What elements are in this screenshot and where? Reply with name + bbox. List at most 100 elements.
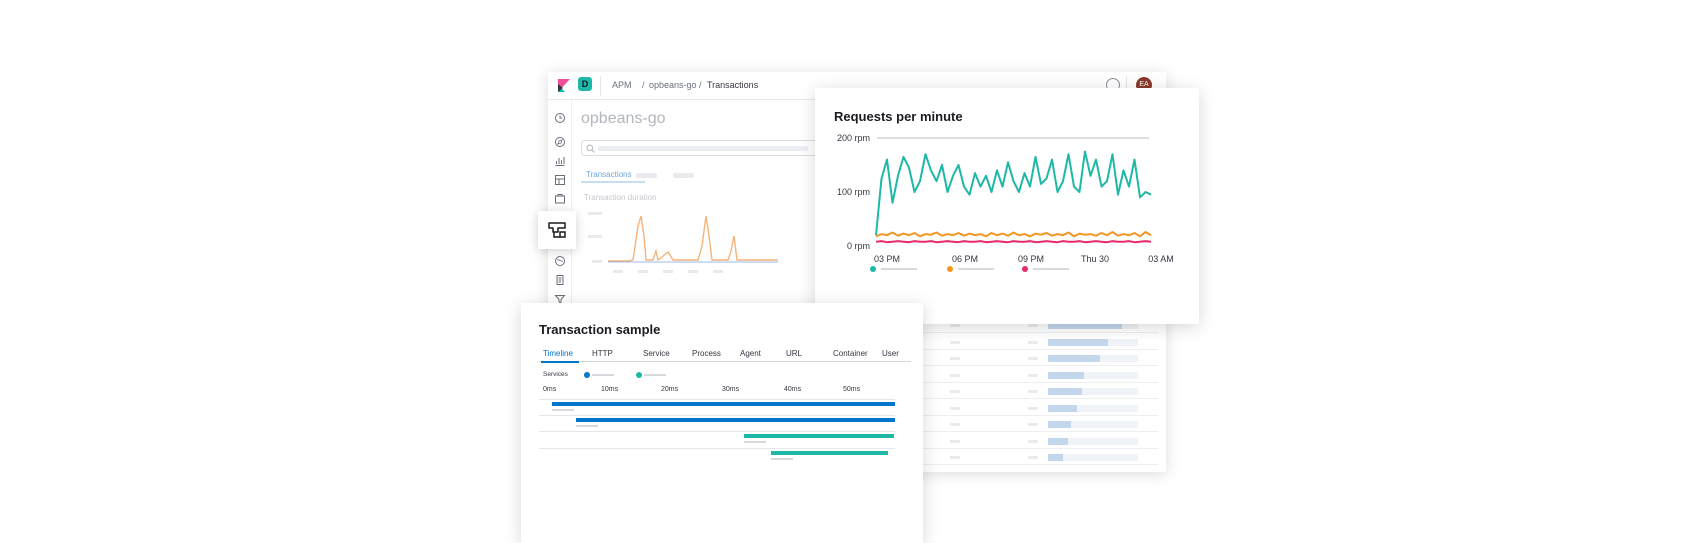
timeline-tick-label: 20ms — [661, 386, 679, 393]
apm-nav-button[interactable] — [538, 211, 576, 249]
y-tick-label: 0 rpm — [847, 241, 870, 251]
span-label-placeholder — [576, 425, 598, 427]
x-tick-placeholder — [613, 270, 623, 273]
timeline-tick-label: 40ms — [784, 386, 802, 393]
discover-compass-icon[interactable] — [554, 136, 566, 148]
series-line-1 — [875, 231, 1152, 238]
table-cell-placeholder — [1028, 373, 1038, 377]
service-legend-dot — [636, 372, 642, 378]
span-bar[interactable] — [552, 402, 895, 406]
space-badge[interactable]: D — [578, 77, 592, 91]
tab-timeline[interactable]: Timeline — [543, 349, 573, 358]
tab-service[interactable]: Service — [643, 349, 670, 358]
kibana-logo-icon[interactable] — [556, 78, 572, 94]
table-row[interactable] — [888, 414, 1158, 416]
legend-dot[interactable] — [1022, 266, 1028, 272]
search-input[interactable] — [581, 140, 821, 156]
impact-bar-fill — [1048, 371, 1084, 379]
legend-label-placeholder — [958, 268, 994, 270]
waterfall-row-divider — [539, 415, 895, 416]
canvas-icon[interactable] — [554, 193, 566, 205]
tab-process[interactable]: Process — [692, 349, 721, 358]
table-row[interactable] — [888, 365, 1158, 366]
tab-transactions[interactable]: Transactions — [586, 170, 632, 179]
waterfall-row-divider — [539, 399, 895, 400]
services-label: Services — [543, 371, 568, 378]
breadcrumb-service[interactable]: opbeans-go — [649, 80, 697, 90]
tab-container[interactable]: Container — [833, 349, 868, 358]
table-cell-placeholder — [1028, 423, 1038, 426]
table-row[interactable] — [888, 348, 1158, 350]
table-cell-placeholder — [950, 340, 960, 344]
impact-bar-track — [1048, 371, 1138, 379]
span-bar[interactable] — [576, 418, 895, 422]
tab-divider — [539, 361, 911, 362]
x-tick-placeholder — [713, 270, 723, 273]
series-line-2 — [875, 240, 1152, 244]
tab-agent[interactable]: Agent — [740, 349, 761, 358]
x-tick-label: 03 PM — [874, 254, 900, 264]
transaction-duration-label: Transaction duration — [584, 193, 657, 202]
legend-dot[interactable] — [870, 266, 876, 272]
breadcrumb-separator: / — [642, 80, 645, 90]
service-legend-dot — [584, 372, 590, 378]
table-cell-placeholder — [1028, 456, 1038, 459]
span-bar[interactable] — [744, 434, 894, 438]
tab-http[interactable]: HTTP — [592, 349, 613, 358]
table-cell-placeholder — [1028, 340, 1038, 344]
impact-bar-track — [1048, 437, 1138, 445]
service-legend-placeholder — [592, 374, 614, 376]
breadcrumb-apm[interactable]: APM — [612, 80, 632, 90]
tab-bar: Timeline HTTP Service Process Agent URL Contai… — [521, 303, 923, 363]
table-row[interactable] — [888, 447, 1158, 449]
divider — [600, 76, 601, 96]
y-tick-placeholder — [592, 260, 602, 263]
table-row[interactable] — [888, 464, 1158, 465]
requests-per-minute-card: Requests per minute 200 rpm 100 rpm 0 rpm 0… — [815, 88, 1199, 324]
tab-user[interactable]: User — [882, 349, 899, 358]
x-tick-placeholder — [688, 270, 698, 273]
impact-bar-fill — [1048, 454, 1064, 461]
active-tab-indicator — [581, 181, 645, 183]
table-row[interactable] — [888, 431, 1158, 432]
transaction-sample-card: Transaction sample Timeline HTTP Service Pr… — [521, 303, 923, 543]
x-tick-label: 09 PM — [1018, 254, 1044, 264]
table-row[interactable] — [888, 332, 1158, 333]
active-tab-indicator — [541, 361, 579, 363]
logs-icon[interactable] — [554, 274, 566, 286]
table-row[interactable] — [888, 398, 1158, 399]
visualize-icon[interactable] — [554, 155, 566, 167]
y-tick-label: 200 rpm — [837, 133, 870, 143]
maps-icon[interactable] — [554, 255, 566, 267]
legend-label-placeholder — [881, 268, 917, 270]
timeline-tick-label: 50ms — [843, 386, 861, 393]
tab-url[interactable]: URL — [786, 349, 803, 358]
x-tick-placeholder — [663, 270, 673, 273]
series-line-0 — [875, 150, 1152, 236]
span-label-placeholder — [771, 458, 793, 460]
timeline-tick-label: 10ms — [601, 386, 619, 393]
recent-clock-icon[interactable] — [554, 112, 566, 124]
breadcrumb-transactions: Transactions — [707, 80, 759, 90]
service-legend-placeholder — [644, 374, 666, 376]
tab-placeholder[interactable] — [673, 173, 694, 178]
latency-series — [608, 215, 778, 262]
table-cell-placeholder — [1028, 390, 1038, 393]
legend-label-placeholder — [1033, 268, 1069, 270]
side-nav — [548, 100, 572, 472]
impact-bar-track — [1048, 421, 1138, 428]
timeline-tick-label: 0ms — [543, 386, 557, 393]
legend-dot[interactable] — [947, 266, 953, 272]
timeline-tick-label: 30ms — [722, 386, 740, 393]
table-cell-placeholder — [1028, 439, 1038, 443]
table-cell-placeholder — [950, 423, 960, 426]
dashboard-icon[interactable] — [554, 174, 566, 186]
requests-chart: 200 rpm 100 rpm 0 rpm 03 PM 06 PM 09 PM Thu 30… — [837, 133, 1174, 272]
table-row[interactable] — [888, 381, 1158, 383]
tab-placeholder[interactable] — [636, 173, 657, 178]
table-cell-placeholder — [950, 324, 960, 327]
impact-bar-track — [1048, 404, 1138, 412]
impact-bar-track — [1048, 388, 1138, 395]
impact-bar-fill — [1048, 322, 1122, 329]
span-bar[interactable] — [771, 451, 888, 455]
